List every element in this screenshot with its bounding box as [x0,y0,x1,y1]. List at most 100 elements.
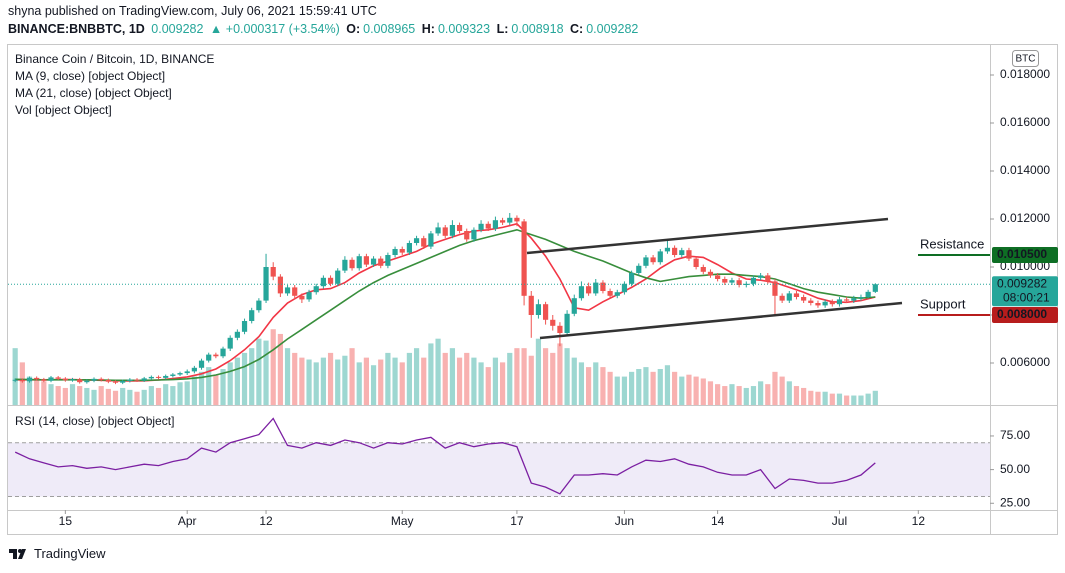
volume-bar [249,348,255,405]
candle-body [571,298,577,314]
legend-ma9: MA (9, close) [object Object] [15,69,165,83]
candle-body [464,231,470,240]
candle-body [779,295,785,301]
candle-body [593,282,599,294]
x-tick-label: 12 [259,514,273,528]
currency-box [1012,50,1039,67]
candle-body [535,304,542,315]
candle-body [198,360,205,368]
candle-body [528,295,534,315]
rsi-band [8,442,990,497]
volume-bar [550,352,556,405]
o-value: 0.008965 [363,22,416,36]
candle-body [220,348,226,357]
volume-bar [356,362,362,405]
c-label: C: [570,22,584,36]
candle-body [829,301,835,305]
candle-body [729,280,735,283]
candle-body [163,375,169,378]
candle-body [772,281,778,296]
candle-body [657,251,663,263]
volume-bar [607,371,613,405]
candle-body [342,259,348,271]
h-value: 0.009323 [437,22,491,36]
volume-bar [363,357,369,405]
volume-bar [557,343,563,405]
l-value: 0.008918 [511,22,564,36]
candle-body [356,256,362,269]
volume-bar [62,387,68,405]
candle-body [700,267,706,272]
candle-body [786,293,792,301]
volume-bar [758,381,764,405]
volume-bar [578,362,585,405]
candle-body [542,304,549,320]
candle-body [564,313,570,333]
volume-bar [26,376,33,405]
volume-bar [779,376,785,405]
volume-bar [643,367,649,405]
volume-bar [858,395,864,405]
candle-body [851,298,857,301]
candle-body [363,256,369,265]
volume-bar [657,369,663,405]
legend-ma21: MA (21, close) [object Object] [15,86,172,100]
volume-bar [342,355,348,405]
l-label: L: [496,22,509,36]
o-label: O: [346,22,361,36]
volume-bar [528,355,534,405]
volume-bar [19,362,25,405]
volume-bar [514,348,520,405]
candle-body [693,258,699,267]
volume-bar [198,371,205,405]
candle-body [585,286,592,294]
volume-bar [112,390,119,405]
candle-body [234,331,240,338]
candle-body [213,354,219,357]
footer: TradingView [8,545,106,561]
volume-bar [492,357,499,405]
x-tick-label: 14 [711,514,725,528]
volume-bar [736,386,742,405]
last-price-label: 0.009282 [997,276,1047,290]
volume-bar [449,348,456,405]
candle-body [844,299,850,301]
candle-body [650,257,656,263]
candle-body [428,233,434,247]
volume-bar [593,362,599,405]
volume-bar [679,376,685,405]
legend-rsi: RSI (14, close) [object Object] [15,414,174,428]
c-value: 0.009282 [586,22,639,36]
candle-body [478,223,484,230]
candle-body [105,380,111,382]
candle-body [750,277,757,284]
candle-body [62,378,68,381]
volume-bar [829,393,835,405]
plot [8,213,990,498]
volume-bar [743,387,749,405]
volume-bar [349,348,355,405]
volume-bar [471,357,477,405]
candle-body [327,277,334,284]
candle-body [707,271,714,276]
volume-bar [270,329,276,405]
volume-bar [585,367,592,405]
volume-bar [105,388,111,405]
volume-bar [686,374,692,405]
candle-body [406,243,413,253]
candle-body [349,259,355,269]
volume-bar [148,386,154,405]
candle-body [872,284,878,292]
candle-body [127,379,133,381]
level-label: 0.010500 [997,247,1047,261]
last-price-badge [992,276,1058,307]
candle-body [607,291,613,296]
volume-bar [141,389,147,405]
candle-body [112,381,119,383]
volume-bar [621,376,628,405]
volume-bar [234,357,240,405]
countdown: 08:00:21 [1003,290,1050,304]
volume-bar [499,362,506,405]
candle-body [26,377,33,382]
candle-body [48,377,54,381]
